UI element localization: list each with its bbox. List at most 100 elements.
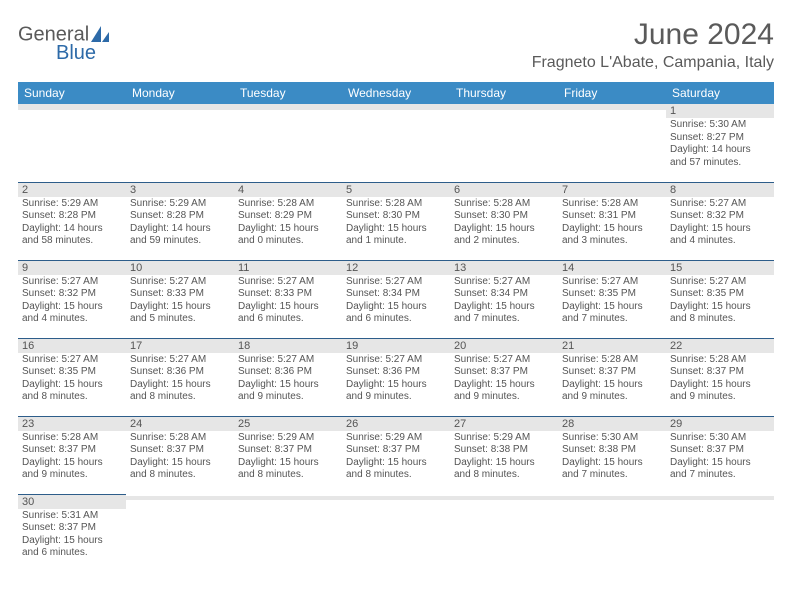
daylight-text: Daylight: 15 hours and 7 minutes.: [562, 457, 662, 482]
sunset-text: Sunset: 8:34 PM: [346, 288, 446, 301]
sunrise-text: Sunrise: 5:28 AM: [238, 198, 338, 211]
sunrise-text: Sunrise: 5:28 AM: [454, 198, 554, 211]
sunset-text: Sunset: 8:36 PM: [130, 366, 230, 379]
day-number: 10: [126, 261, 234, 275]
day-body: [450, 496, 558, 500]
calendar-cell: 7Sunrise: 5:28 AMSunset: 8:31 PMDaylight…: [558, 182, 666, 260]
sunrise-text: Sunrise: 5:28 AM: [562, 354, 662, 367]
day-body: [126, 496, 234, 500]
sunset-text: Sunset: 8:28 PM: [22, 210, 122, 223]
day-number: 24: [126, 417, 234, 431]
sunset-text: Sunset: 8:35 PM: [670, 288, 770, 301]
sunrise-text: Sunrise: 5:27 AM: [22, 354, 122, 367]
sunset-text: Sunset: 8:37 PM: [22, 444, 122, 457]
calendar-cell: 6Sunrise: 5:28 AMSunset: 8:30 PMDaylight…: [450, 182, 558, 260]
day-number: 12: [342, 261, 450, 275]
sunrise-text: Sunrise: 5:27 AM: [346, 276, 446, 289]
day-body: Sunrise: 5:27 AMSunset: 8:33 PMDaylight:…: [126, 275, 234, 329]
day-body: [234, 496, 342, 500]
sunset-text: Sunset: 8:37 PM: [454, 366, 554, 379]
day-number: 4: [234, 183, 342, 197]
day-body: Sunrise: 5:29 AMSunset: 8:38 PMDaylight:…: [450, 431, 558, 485]
calendar-cell: 4Sunrise: 5:28 AMSunset: 8:29 PMDaylight…: [234, 182, 342, 260]
calendar-cell: 11Sunrise: 5:27 AMSunset: 8:33 PMDayligh…: [234, 260, 342, 338]
calendar-row: 23Sunrise: 5:28 AMSunset: 8:37 PMDayligh…: [18, 416, 774, 494]
daylight-text: Daylight: 14 hours and 59 minutes.: [130, 223, 230, 248]
day-number: 1: [666, 104, 774, 118]
daylight-text: Daylight: 15 hours and 5 minutes.: [130, 301, 230, 326]
sunrise-text: Sunrise: 5:29 AM: [22, 198, 122, 211]
day-body: Sunrise: 5:27 AMSunset: 8:37 PMDaylight:…: [450, 353, 558, 407]
sunrise-text: Sunrise: 5:27 AM: [238, 354, 338, 367]
logo-blue: Blue: [56, 44, 111, 62]
calendar-cell: 3Sunrise: 5:29 AMSunset: 8:28 PMDaylight…: [126, 182, 234, 260]
dayhead-wed: Wednesday: [342, 82, 450, 104]
day-body: Sunrise: 5:28 AMSunset: 8:37 PMDaylight:…: [18, 431, 126, 485]
calendar-cell: 27Sunrise: 5:29 AMSunset: 8:38 PMDayligh…: [450, 416, 558, 494]
sunrise-text: Sunrise: 5:29 AM: [238, 432, 338, 445]
sunset-text: Sunset: 8:30 PM: [454, 210, 554, 223]
day-body: [126, 106, 234, 110]
sunrise-text: Sunrise: 5:28 AM: [130, 432, 230, 445]
day-body: [342, 496, 450, 500]
daylight-text: Daylight: 15 hours and 9 minutes.: [562, 379, 662, 404]
sunset-text: Sunset: 8:37 PM: [346, 444, 446, 457]
sunrise-text: Sunrise: 5:29 AM: [454, 432, 554, 445]
day-body: Sunrise: 5:31 AMSunset: 8:37 PMDaylight:…: [18, 509, 126, 563]
sunrise-text: Sunrise: 5:28 AM: [670, 354, 770, 367]
day-number: 30: [18, 495, 126, 509]
sunset-text: Sunset: 8:29 PM: [238, 210, 338, 223]
calendar-row: 1Sunrise: 5:30 AMSunset: 8:27 PMDaylight…: [18, 104, 774, 182]
calendar-cell: [126, 104, 234, 182]
calendar-row: 30Sunrise: 5:31 AMSunset: 8:37 PMDayligh…: [18, 494, 774, 572]
daylight-text: Daylight: 15 hours and 7 minutes.: [562, 301, 662, 326]
daylight-text: Daylight: 15 hours and 8 minutes.: [454, 457, 554, 482]
sunrise-text: Sunrise: 5:28 AM: [346, 198, 446, 211]
daylight-text: Daylight: 14 hours and 58 minutes.: [22, 223, 122, 248]
sunrise-text: Sunrise: 5:27 AM: [346, 354, 446, 367]
sunrise-text: Sunrise: 5:30 AM: [670, 119, 770, 132]
day-number: 17: [126, 339, 234, 353]
sunrise-text: Sunrise: 5:27 AM: [238, 276, 338, 289]
day-body: Sunrise: 5:30 AMSunset: 8:37 PMDaylight:…: [666, 431, 774, 485]
calendar-row: 16Sunrise: 5:27 AMSunset: 8:35 PMDayligh…: [18, 338, 774, 416]
daylight-text: Daylight: 15 hours and 7 minutes.: [670, 457, 770, 482]
calendar-cell: [342, 104, 450, 182]
calendar-cell: [18, 104, 126, 182]
calendar-cell: 24Sunrise: 5:28 AMSunset: 8:37 PMDayligh…: [126, 416, 234, 494]
day-number: 15: [666, 261, 774, 275]
calendar-cell: 1Sunrise: 5:30 AMSunset: 8:27 PMDaylight…: [666, 104, 774, 182]
calendar-cell: 21Sunrise: 5:28 AMSunset: 8:37 PMDayligh…: [558, 338, 666, 416]
calendar-row: 9Sunrise: 5:27 AMSunset: 8:32 PMDaylight…: [18, 260, 774, 338]
day-number: 20: [450, 339, 558, 353]
sunrise-text: Sunrise: 5:28 AM: [562, 198, 662, 211]
day-body: Sunrise: 5:29 AMSunset: 8:37 PMDaylight:…: [342, 431, 450, 485]
daylight-text: Daylight: 15 hours and 9 minutes.: [22, 457, 122, 482]
dayhead-fri: Friday: [558, 82, 666, 104]
calendar-cell: [450, 104, 558, 182]
day-body: Sunrise: 5:27 AMSunset: 8:35 PMDaylight:…: [558, 275, 666, 329]
day-number: 2: [18, 183, 126, 197]
calendar-cell: 25Sunrise: 5:29 AMSunset: 8:37 PMDayligh…: [234, 416, 342, 494]
sunset-text: Sunset: 8:35 PM: [562, 288, 662, 301]
sunset-text: Sunset: 8:36 PM: [238, 366, 338, 379]
day-number: 18: [234, 339, 342, 353]
day-number: 14: [558, 261, 666, 275]
calendar-cell: 13Sunrise: 5:27 AMSunset: 8:34 PMDayligh…: [450, 260, 558, 338]
day-body: Sunrise: 5:28 AMSunset: 8:37 PMDaylight:…: [558, 353, 666, 407]
sunrise-text: Sunrise: 5:30 AM: [562, 432, 662, 445]
daylight-text: Daylight: 15 hours and 9 minutes.: [670, 379, 770, 404]
sunrise-text: Sunrise: 5:27 AM: [130, 276, 230, 289]
calendar-cell: 9Sunrise: 5:27 AMSunset: 8:32 PMDaylight…: [18, 260, 126, 338]
sunrise-text: Sunrise: 5:29 AM: [346, 432, 446, 445]
day-body: Sunrise: 5:27 AMSunset: 8:34 PMDaylight:…: [450, 275, 558, 329]
daylight-text: Daylight: 15 hours and 8 minutes.: [670, 301, 770, 326]
calendar-cell: 23Sunrise: 5:28 AMSunset: 8:37 PMDayligh…: [18, 416, 126, 494]
calendar-cell: 19Sunrise: 5:27 AMSunset: 8:36 PMDayligh…: [342, 338, 450, 416]
day-body: Sunrise: 5:27 AMSunset: 8:35 PMDaylight:…: [666, 275, 774, 329]
sunset-text: Sunset: 8:35 PM: [22, 366, 122, 379]
day-body: [558, 496, 666, 500]
day-number: 27: [450, 417, 558, 431]
dayhead-tue: Tuesday: [234, 82, 342, 104]
daylight-text: Daylight: 15 hours and 9 minutes.: [454, 379, 554, 404]
